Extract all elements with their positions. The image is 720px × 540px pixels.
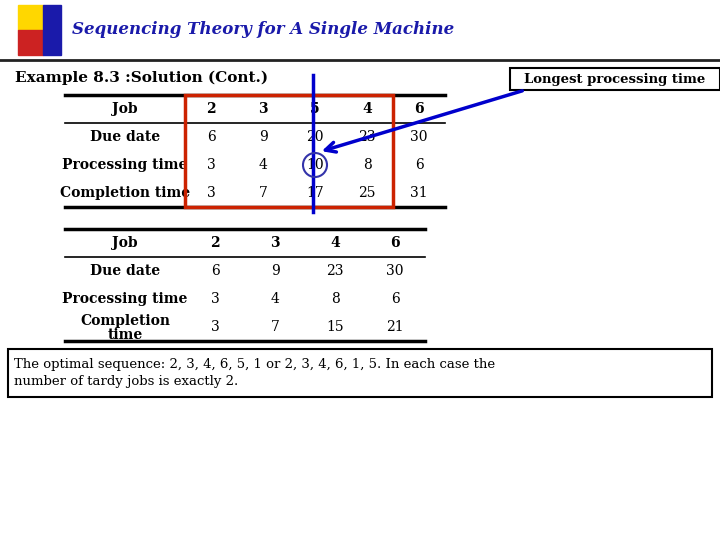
Text: 3: 3 [207,186,215,200]
Text: 3: 3 [211,292,220,306]
Text: 23: 23 [326,264,343,278]
Text: 23: 23 [359,130,376,144]
Text: time: time [107,328,143,342]
Bar [18,30,43,55]
Text: 7: 7 [258,186,267,200]
Text: Sequencing Theory for A Single Machine: Sequencing Theory for A Single Machine [72,22,454,38]
Text: Due date: Due date [90,130,160,144]
Text: 6: 6 [390,236,400,250]
Text: 3: 3 [258,102,268,116]
Text: 8: 8 [363,158,372,172]
Text: 4: 4 [258,158,267,172]
Text: 10: 10 [306,158,324,172]
Text: 7: 7 [271,320,279,334]
Text: 5: 5 [310,102,320,116]
Text: 2: 2 [210,236,220,250]
Text: Job: Job [112,102,138,116]
Text: Completion time: Completion time [60,186,190,200]
Text: Completion: Completion [80,314,170,328]
Text: 9: 9 [258,130,267,144]
Text: 8: 8 [330,292,339,306]
Text: 3: 3 [270,236,280,250]
Text: 17: 17 [306,186,324,200]
Text: 30: 30 [410,130,428,144]
Text: 25: 25 [359,186,376,200]
Text: Example 8.3 :Solution (Cont.): Example 8.3 :Solution (Cont.) [15,71,268,85]
Text: 6: 6 [391,292,400,306]
Bar [18,5,43,30]
Text: 2: 2 [206,102,216,116]
Text: 6: 6 [211,264,220,278]
Text: 20: 20 [306,130,324,144]
Bar [43,5,61,55]
Bar [8,349,712,397]
Text: Job: Job [112,236,138,250]
Text: 31: 31 [410,186,428,200]
Text: 3: 3 [211,320,220,334]
Text: 4: 4 [330,236,340,250]
Text: 6: 6 [207,130,215,144]
Text: 15: 15 [326,320,344,334]
Text: 3: 3 [207,158,215,172]
Text: 4: 4 [362,102,372,116]
Text: 6: 6 [415,158,423,172]
Text: Processing time: Processing time [63,158,188,172]
Text: The optimal sequence: 2, 3, 4, 6, 5, 1 or 2, 3, 4, 6, 1, 5. In each case the
num: The optimal sequence: 2, 3, 4, 6, 5, 1 o… [14,358,495,388]
Text: 9: 9 [271,264,279,278]
Text: 30: 30 [386,264,404,278]
Bar [510,68,720,90]
Text: 21: 21 [386,320,404,334]
Text: Processing time: Processing time [63,292,188,306]
Text: Longest processing time: Longest processing time [524,72,706,85]
Text: 4: 4 [271,292,279,306]
Text: Due date: Due date [90,264,160,278]
Bar [185,95,393,207]
Text: 6: 6 [414,102,424,116]
